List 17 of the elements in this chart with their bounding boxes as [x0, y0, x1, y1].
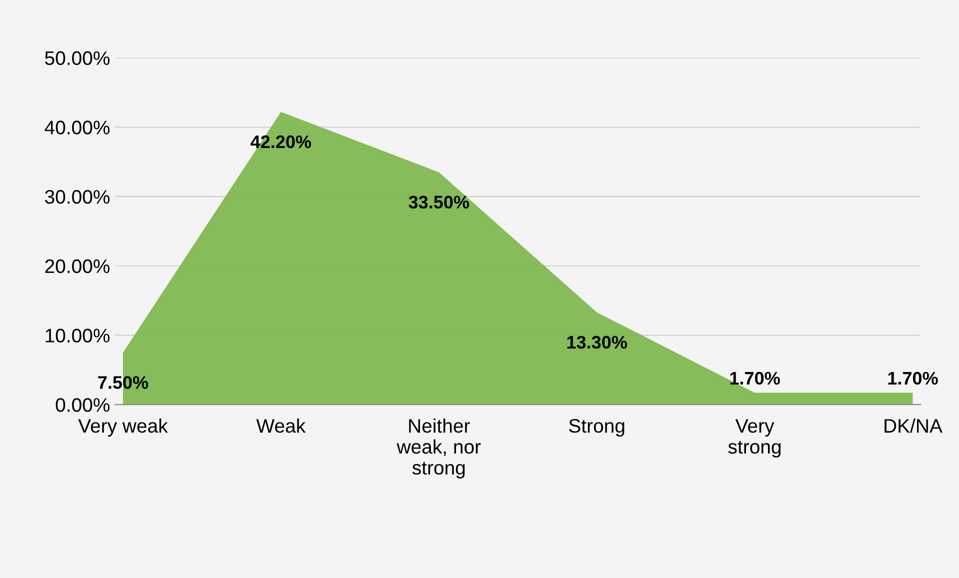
data-label: 7.50% — [98, 376, 148, 389]
data-label: 33.50% — [408, 196, 470, 209]
data-label: 1.70% — [730, 372, 780, 385]
data-label: 1.70% — [888, 372, 938, 385]
data-label: 13.30% — [567, 336, 627, 349]
y-tick-label: 20.00% — [45, 259, 110, 274]
y-tick-label: 0.00% — [56, 398, 110, 412]
x-tick-label: DK/NA — [884, 418, 942, 433]
x-tick-label: Neither weak, nor strong — [396, 418, 481, 479]
y-tick-label: 10.00% — [46, 328, 110, 342]
x-tick-label: Strong — [569, 419, 624, 437]
x-tick-label: Weak — [256, 418, 306, 433]
y-tick-label: 40.00% — [44, 120, 110, 134]
y-tick-label: 50.00% — [45, 51, 110, 66]
x-tick-label: Very strong — [728, 419, 781, 458]
x-tick-label: Very weak — [78, 418, 168, 437]
y-tick-label: 30.00% — [45, 190, 110, 204]
